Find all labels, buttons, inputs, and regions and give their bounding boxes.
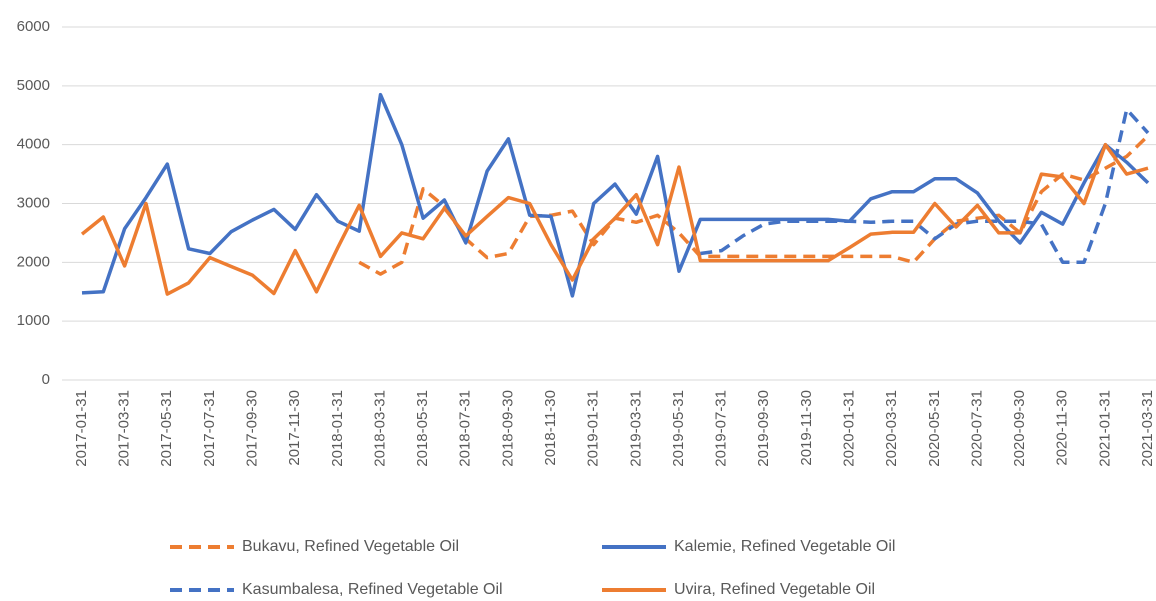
x-tick-label: 2020-01-31 <box>840 390 857 467</box>
x-tick-label: 2020-07-31 <box>968 390 985 467</box>
x-tick-label: 2019-09-30 <box>755 390 772 467</box>
x-tick-label: 2017-09-30 <box>244 390 261 467</box>
legend-label: Kalemie, Refined Vegetable Oil <box>674 538 895 555</box>
x-tick-label: 2017-07-31 <box>201 390 218 467</box>
x-tick-label: 2018-03-31 <box>371 390 388 467</box>
x-tick-label: 2020-11-30 <box>1054 390 1071 466</box>
x-tick-label: 2021-01-31 <box>1096 390 1113 467</box>
x-tick-label: 2019-01-31 <box>585 390 602 467</box>
y-tick-label: 2000 <box>17 253 50 270</box>
x-tick-label: 2017-11-30 <box>286 390 303 466</box>
x-tick-label: 2018-05-31 <box>414 390 431 467</box>
x-tick-label: 2017-03-31 <box>116 390 133 467</box>
x-tick-label: 2019-11-30 <box>798 390 815 466</box>
x-tick-label: 2021-03-31 <box>1139 390 1156 467</box>
x-tick-label: 2020-05-31 <box>926 390 943 467</box>
x-tick-label: 2017-05-31 <box>158 390 175 467</box>
legend-label: Bukavu, Refined Vegetable Oil <box>242 538 459 555</box>
x-tick-label: 2019-07-31 <box>713 390 730 467</box>
y-tick-label: 1000 <box>17 312 50 329</box>
x-tick-label: 2018-01-31 <box>329 390 346 467</box>
y-tick-label: 4000 <box>17 136 50 153</box>
y-tick-label: 3000 <box>17 194 50 211</box>
legend-label: Kasumbalesa, Refined Vegetable Oil <box>242 581 503 598</box>
y-tick-label: 6000 <box>17 18 50 35</box>
series-line <box>81 92 1150 298</box>
y-tick-label: 5000 <box>17 77 50 94</box>
legend-label: Uvira, Refined Vegetable Oil <box>674 581 875 598</box>
x-tick-label: 2020-03-31 <box>883 390 900 467</box>
y-tick-label: 0 <box>42 371 50 388</box>
x-tick-label: 2017-01-31 <box>73 390 90 467</box>
x-tick-label: 2018-09-30 <box>499 390 516 467</box>
x-tick-label: 2019-03-31 <box>627 390 644 467</box>
series-line <box>358 134 1150 276</box>
series-line <box>80 142 1149 296</box>
series-line <box>700 107 1150 265</box>
x-tick-label: 2018-11-30 <box>542 390 559 466</box>
x-tick-label: 2020-09-30 <box>1011 390 1028 467</box>
x-tick-label: 2018-07-31 <box>457 390 474 467</box>
x-tick-label: 2019-05-31 <box>670 390 687 467</box>
